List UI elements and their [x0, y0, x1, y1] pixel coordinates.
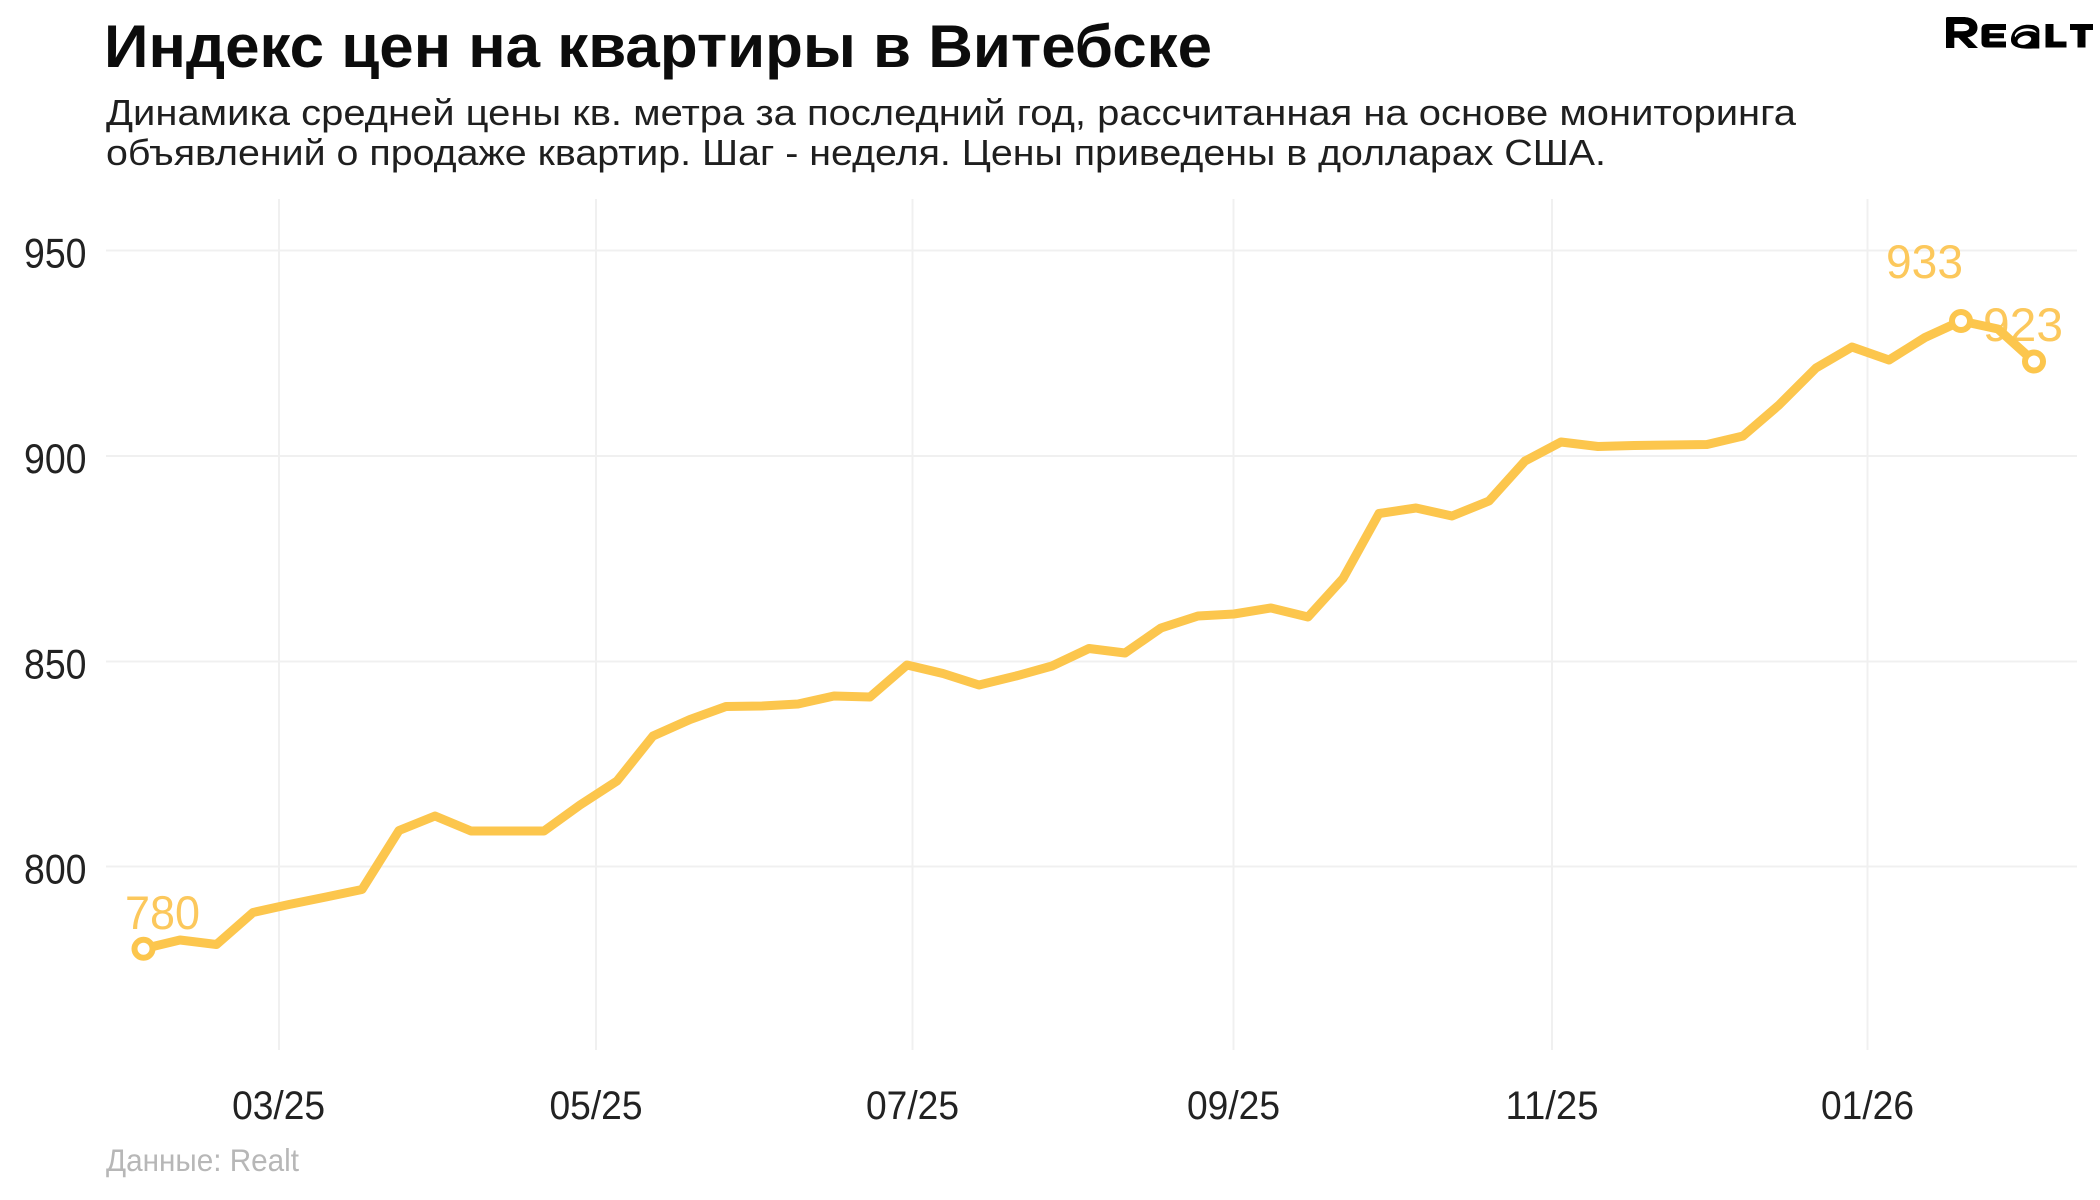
svg-text:объявлений о продаже квартир.: объявлений о продаже квартир. Шаг - неде… [106, 132, 1606, 173]
svg-text:933: 933 [1886, 235, 1963, 288]
svg-text:09/25: 09/25 [1187, 1084, 1280, 1128]
svg-text:07/25: 07/25 [866, 1084, 959, 1128]
svg-text:850: 850 [24, 641, 87, 688]
svg-text:Данные: Realt: Данные: Realt [106, 1142, 299, 1178]
svg-text:03/25: 03/25 [232, 1084, 325, 1128]
svg-text:11/25: 11/25 [1506, 1084, 1599, 1128]
svg-text:780: 780 [125, 886, 200, 939]
svg-text:950: 950 [24, 230, 87, 277]
svg-text:Индекс цен на квартиры в Витеб: Индекс цен на квартиры в Витебске [104, 13, 1212, 80]
svg-text:800: 800 [24, 846, 87, 893]
svg-text:900: 900 [24, 435, 87, 482]
svg-text:Динамика средней цены кв. метр: Динамика средней цены кв. метра за после… [106, 92, 1797, 133]
svg-text:01/26: 01/26 [1821, 1084, 1914, 1128]
svg-text:05/25: 05/25 [550, 1084, 643, 1128]
